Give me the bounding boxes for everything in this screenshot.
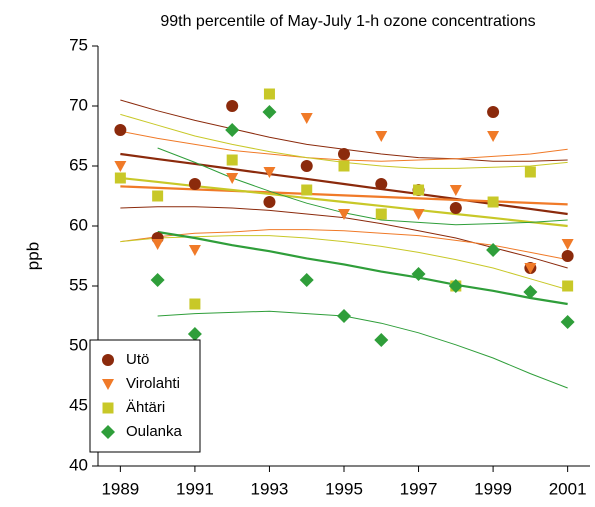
legend-label: Utö [126,351,149,368]
marker [449,185,462,196]
marker [188,245,201,256]
x-tick-label: 2001 [549,479,587,498]
marker [562,280,574,292]
legend-marker [102,402,114,414]
marker [189,298,201,310]
marker [338,160,350,172]
y-tick-label: 55 [69,275,88,294]
lower-line [120,229,568,261]
marker [524,166,536,178]
marker [561,250,574,262]
marker [114,161,127,172]
marker [448,279,463,293]
y-tick-label: 60 [69,215,88,234]
marker [300,113,313,124]
chart-title: 99th percentile of May-July 1-h ozone co… [160,13,535,30]
y-axis-label: ppb [23,242,42,270]
marker [226,154,238,166]
marker [263,196,276,208]
marker [524,263,537,274]
marker [187,327,202,341]
marker [300,160,313,172]
marker [487,106,500,118]
marker [487,131,500,142]
marker [114,172,126,184]
marker [263,88,275,100]
marker [411,267,426,281]
marker [151,239,164,250]
marker [412,209,425,220]
legend-label: Ähtäri [126,399,165,416]
x-tick-label: 1989 [101,479,139,498]
marker [413,184,425,196]
lower-line [120,235,568,291]
legend-marker [102,379,114,390]
marker [375,208,387,220]
x-tick-label: 1999 [474,479,512,498]
marker [449,202,462,214]
marker [374,333,389,347]
x-tick-label: 1993 [251,479,289,498]
marker [486,243,501,257]
y-tick-label: 70 [69,95,88,114]
marker [523,285,538,299]
marker [375,131,388,142]
marker [225,123,240,137]
y-tick-label: 65 [69,155,88,174]
marker [375,178,388,190]
marker [226,100,239,112]
marker [263,167,276,178]
x-tick-label: 1991 [176,479,214,498]
x-tick-label: 1995 [325,479,363,498]
legend-marker [101,425,115,439]
legend-marker [102,354,114,366]
upper-line [157,147,568,226]
y-tick-label: 45 [69,395,88,414]
y-tick-label: 75 [69,35,88,54]
marker [262,105,277,119]
legend-label: Virolahti [126,375,180,392]
marker [114,124,127,136]
y-tick-label: 40 [69,455,88,474]
marker [188,178,201,190]
marker [337,309,351,323]
marker [150,273,165,287]
marker [561,239,574,250]
lower-line [157,310,568,389]
marker [338,209,350,220]
legend-label: Oulanka [126,423,183,440]
marker [301,184,313,196]
marker [487,196,499,208]
y-tick-label: 50 [69,335,88,354]
marker [299,273,314,287]
marker [226,173,239,184]
marker [560,315,575,329]
marker [152,190,164,202]
marker [338,148,350,160]
x-tick-label: 1997 [400,479,438,498]
trend-line [157,230,568,306]
